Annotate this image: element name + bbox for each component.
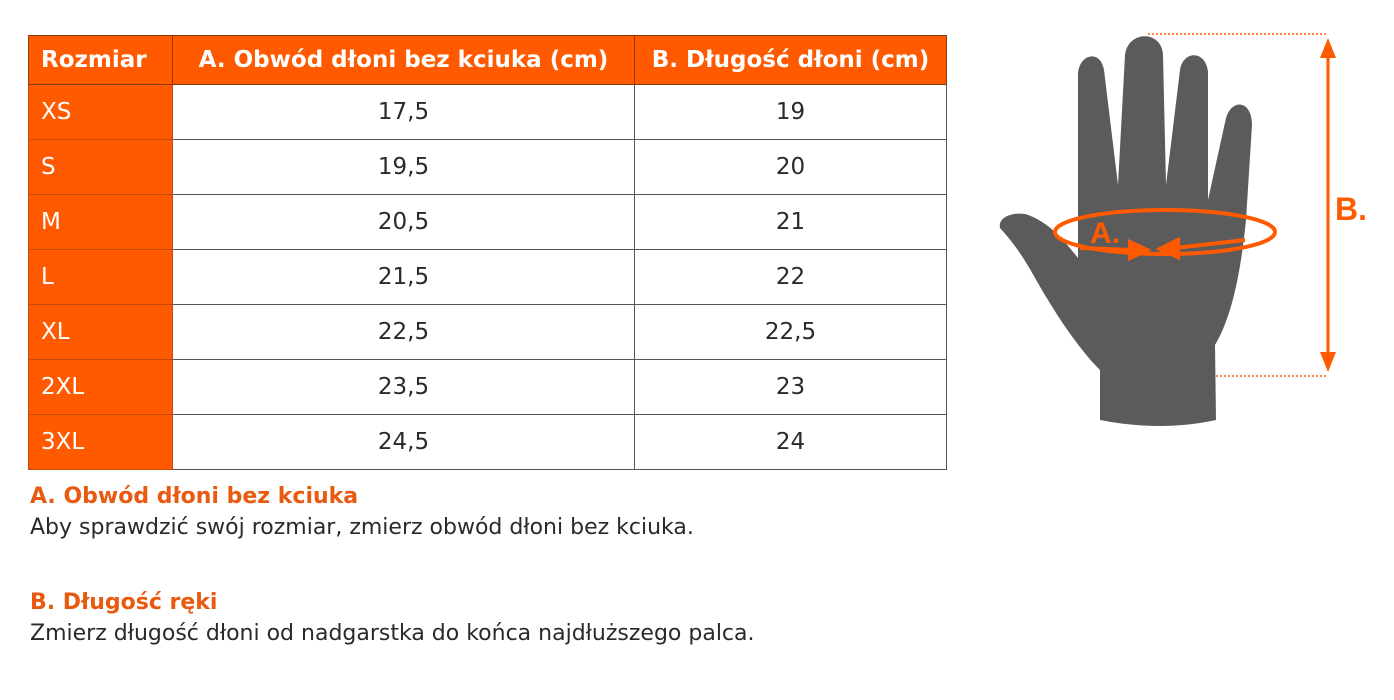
table-row: XL 22,5 22,5 [28,304,947,360]
hand-icon [999,36,1252,426]
note-b: B. Długość ręki Zmierz długość dłoni od … [30,590,755,646]
length-cell: 22 [634,249,947,305]
note-a: A. Obwód dłoni bez kciuka Aby sprawdzić … [30,484,694,540]
size-cell: XL [28,304,173,360]
length-cell: 20 [634,139,947,195]
circumference-cell: 17,5 [172,84,635,140]
length-cell: 24 [634,414,947,470]
arrow-right-icon [1079,238,1152,262]
size-cell: 3XL [28,414,173,470]
table-row: XS 17,5 19 [28,84,947,140]
header-circumference: A. Obwód dłoni bez kciuka (cm) [172,35,635,85]
arrow-down-icon [1320,352,1336,372]
table-header: Rozmiar A. Obwód dłoni bez kciuka (cm) B… [28,35,947,85]
table-row: 3XL 24,5 24 [28,414,947,470]
label-b: B. [1335,191,1367,227]
note-a-text: Aby sprawdzić swój rozmiar, zmierz obwód… [30,515,694,540]
length-cell: 21 [634,194,947,250]
label-a: A. [1090,217,1120,250]
arrow-left-icon [1155,236,1246,261]
note-a-title: A. Obwód dłoni bez kciuka [30,484,359,509]
size-cell: 2XL [28,359,173,415]
note-b-text: Zmierz długość dłoni od nadgarstka do ko… [30,621,755,646]
circumference-ellipse [1053,208,1277,256]
size-cell: L [28,249,173,305]
circumference-cell: 24,5 [172,414,635,470]
table-row: S 19,5 20 [28,139,947,195]
note-b-title: B. Długość ręki [30,590,218,615]
arrow-up-icon [1320,38,1336,58]
header-size: Rozmiar [28,35,173,85]
length-cell: 23 [634,359,947,415]
size-cell: XS [28,84,173,140]
size-table: Rozmiar A. Obwód dłoni bez kciuka (cm) B… [28,35,947,470]
circumference-cell: 21,5 [172,249,635,305]
table-row: L 21,5 22 [28,249,947,305]
size-cell: S [28,139,173,195]
length-cell: 22,5 [634,304,947,360]
circumference-cell: 19,5 [172,139,635,195]
circumference-cell: 20,5 [172,194,635,250]
